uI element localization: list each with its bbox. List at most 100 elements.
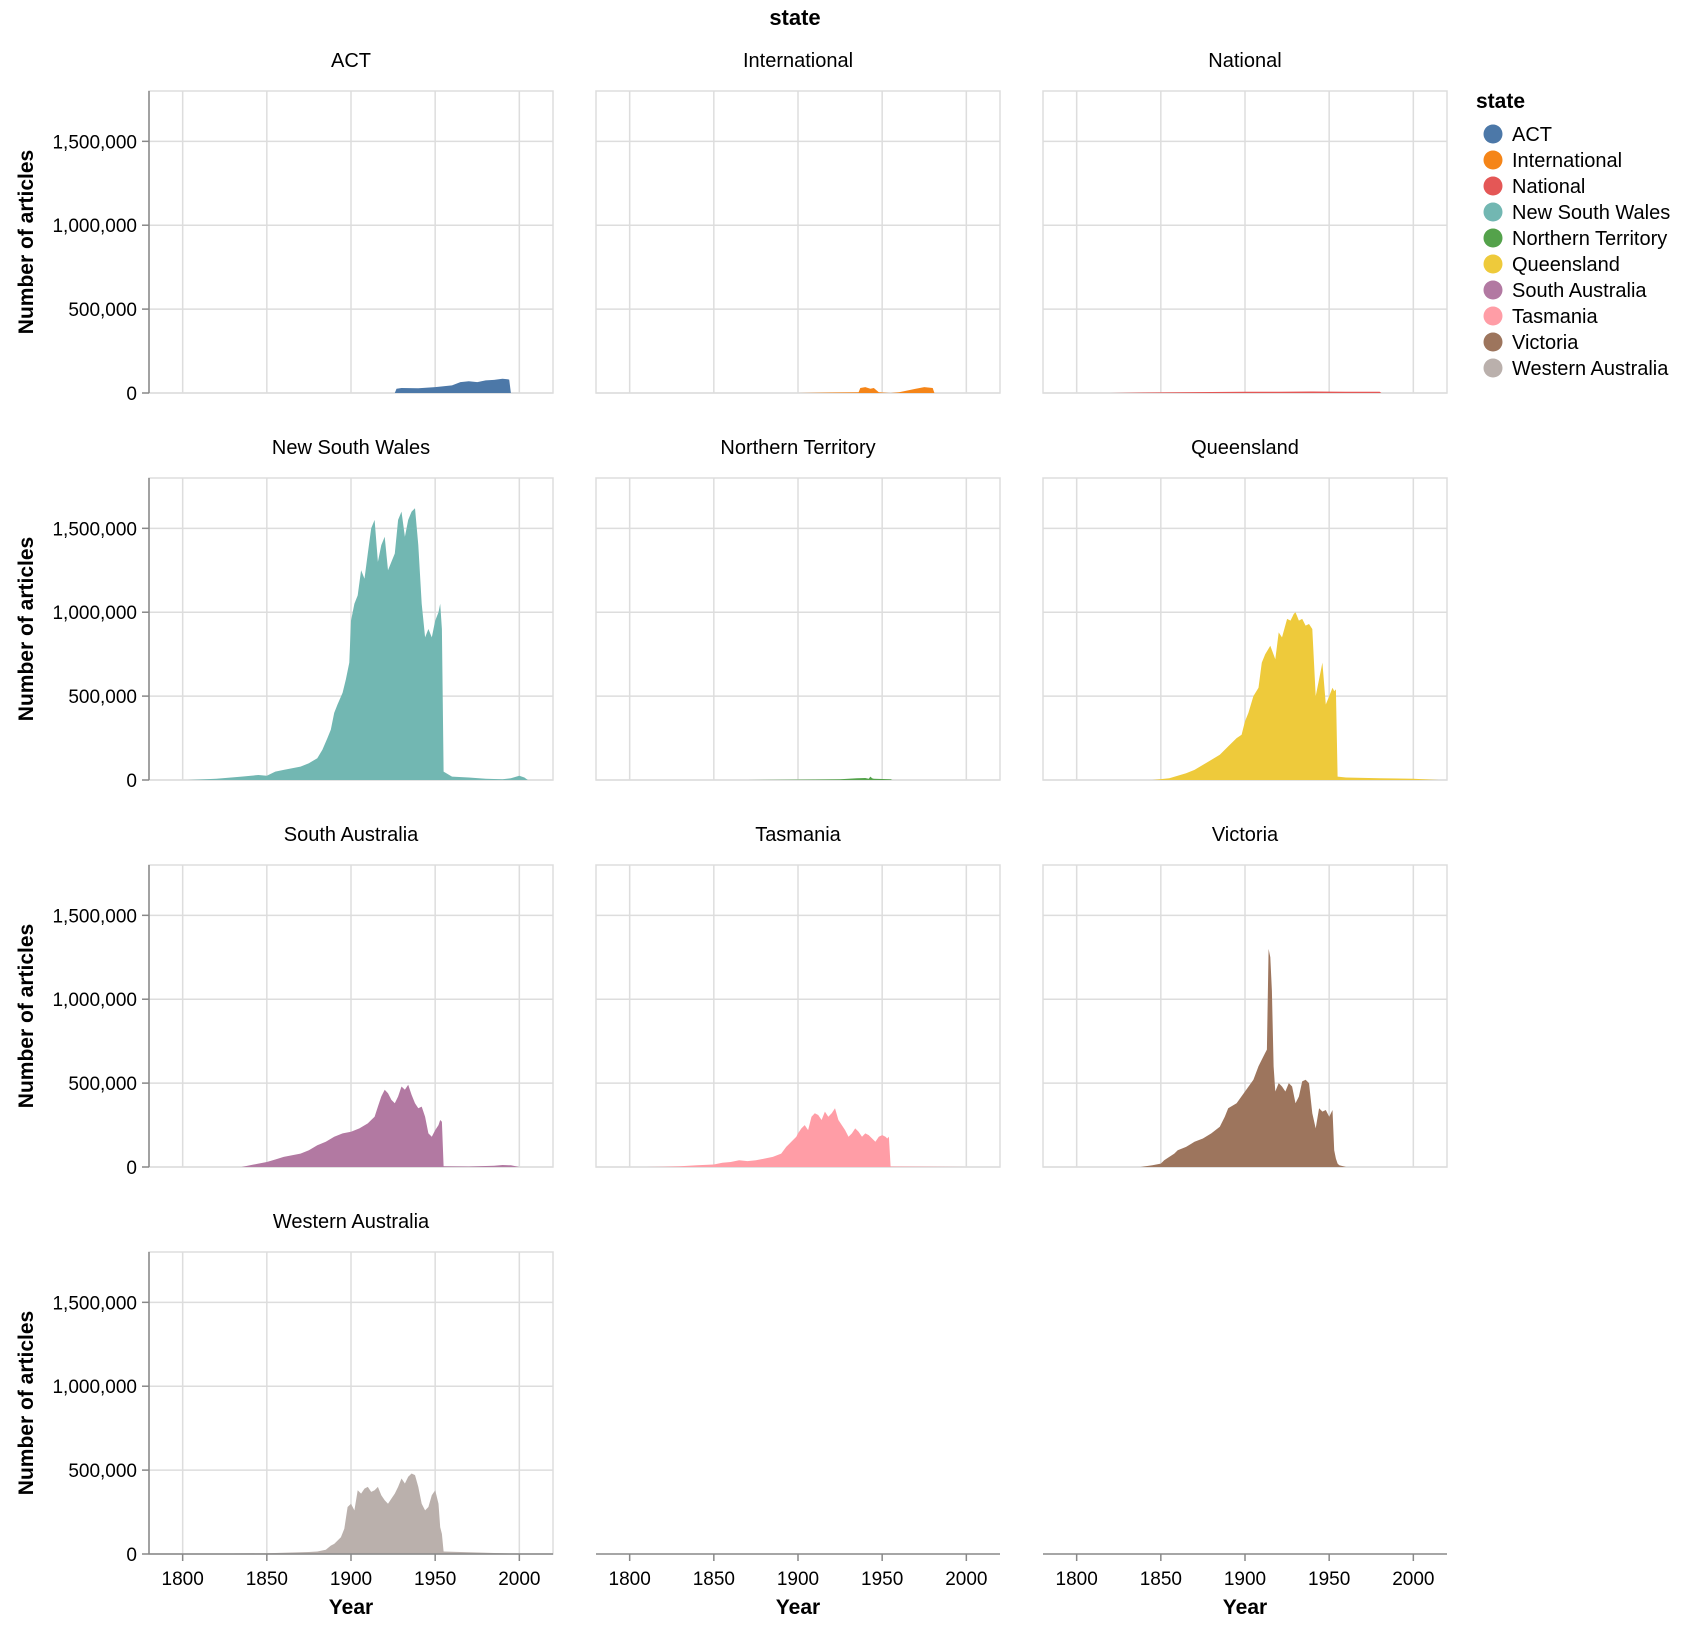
- legend-swatch: [1483, 150, 1503, 170]
- legend-item-tasmania: Tasmania: [1483, 306, 1598, 328]
- legend-label: Northern Territory: [1512, 228, 1667, 250]
- x-axis-title: Year: [1223, 1596, 1267, 1619]
- legend-title: state: [1476, 90, 1525, 113]
- y-tick-label: 500,000: [68, 1461, 137, 1482]
- y-tick-label: 1,000,000: [52, 990, 137, 1011]
- legend-swatch: [1483, 202, 1503, 222]
- y-tick-label: 500,000: [68, 687, 137, 708]
- x-tick-label: 1850: [246, 1569, 288, 1590]
- legend-label: Victoria: [1512, 332, 1579, 354]
- area-international: [798, 387, 935, 393]
- x-tick-label: 1950: [1308, 1569, 1350, 1590]
- legend-label: Queensland: [1512, 254, 1620, 276]
- legend-swatch: [1483, 306, 1503, 326]
- legend-item-western-australia: Western Australia: [1483, 358, 1669, 380]
- y-tick-label: 0: [126, 771, 137, 792]
- x-tick-label: 1800: [1056, 1569, 1098, 1590]
- legend-swatch: [1483, 254, 1503, 274]
- panel-new-south-wales: New South Wales 0 500,000 1,000,000 1,500,00…: [15, 437, 554, 792]
- legend-swatch: [1483, 332, 1503, 352]
- panel-title-national: National: [1208, 50, 1281, 72]
- legend-label: ACT: [1512, 124, 1552, 146]
- area-new-south-wales: [187, 508, 528, 780]
- panel-act: ACT 0 500,000 1,000,000 1,500,000 Number of a…: [15, 50, 554, 405]
- area-northern-territory: [747, 776, 893, 780]
- panel-title-queensland: Queensland: [1191, 437, 1299, 459]
- x-tick-label: 2000: [945, 1569, 987, 1590]
- area-tasmania: [646, 1108, 967, 1167]
- x-tick-label: 1900: [330, 1569, 372, 1590]
- x-tick-label: 2000: [498, 1569, 540, 1590]
- panel-title-victoria: Victoria: [1212, 824, 1279, 846]
- area-western-australia: [149, 1473, 520, 1554]
- legend-label: South Australia: [1512, 280, 1647, 302]
- x-tick-label: 1950: [414, 1569, 456, 1590]
- legend-item-queensland: Queensland: [1483, 254, 1620, 276]
- panel-title-western-australia: Western Australia: [273, 1211, 430, 1233]
- legend-item-south-australia: South Australia: [1483, 280, 1647, 302]
- panel-western-australia: Western Australia 0 500,000 1,000,000 1,500,…: [15, 1211, 554, 1566]
- y-axis-title: Number of articles: [15, 150, 38, 334]
- legend-item-international: International: [1483, 150, 1622, 172]
- panel-northern-territory: Northern Territory: [595, 437, 1001, 781]
- legend-swatch: [1483, 124, 1503, 144]
- x-axis-col-1: 1800 1850 1900 1950 2000 Year: [149, 1553, 553, 1619]
- legend-label: Western Australia: [1512, 358, 1669, 380]
- y-tick-label: 0: [126, 1545, 137, 1566]
- legend-swatch: [1483, 176, 1503, 196]
- y-tick-label: 1,500,000: [52, 906, 137, 927]
- y-tick-label: 0: [126, 1158, 137, 1179]
- panel-south-australia: South Australia 0 500,000 1,000,000 1,500,00…: [15, 824, 554, 1179]
- x-tick-label: 1900: [777, 1569, 819, 1590]
- x-tick-label: 1900: [1224, 1569, 1266, 1590]
- x-tick-label: 1950: [861, 1569, 903, 1590]
- x-tick-label: 1800: [609, 1569, 651, 1590]
- x-tick-label: 2000: [1392, 1569, 1434, 1590]
- y-tick-label: 500,000: [68, 1074, 137, 1095]
- panel-title-international: International: [743, 50, 853, 72]
- y-tick-label: 1,500,000: [52, 1293, 137, 1314]
- panel-title-act: ACT: [331, 50, 371, 72]
- x-tick-label: 1850: [693, 1569, 735, 1590]
- x-tick-label: 1800: [162, 1569, 204, 1590]
- panel-title-tasmania: Tasmania: [755, 824, 841, 846]
- legend-item-northern-territory: Northern Territory: [1483, 228, 1667, 250]
- y-tick-label: 1,000,000: [52, 1377, 137, 1398]
- panel-victoria: Victoria: [1042, 824, 1448, 1168]
- y-tick-label: 1,500,000: [52, 132, 137, 153]
- legend-label: New South Wales: [1512, 202, 1670, 224]
- x-tick-label: 1850: [1140, 1569, 1182, 1590]
- area-south-australia: [241, 1084, 520, 1167]
- panel-title-new-south-wales: New South Wales: [272, 437, 430, 459]
- area-victoria: [1140, 948, 1346, 1167]
- x-axis-title: Year: [329, 1596, 373, 1619]
- y-tick-label: 1,000,000: [52, 216, 137, 237]
- legend-item-national: National: [1483, 176, 1585, 198]
- legend-label: International: [1512, 150, 1622, 172]
- panel-queensland: Queensland: [1042, 437, 1448, 781]
- y-tick-label: 0: [126, 384, 137, 405]
- x-axis-col-3: 1800 1850 1900 1950 2000 Year: [1043, 1553, 1447, 1619]
- panel-title-south-australia: South Australia: [284, 824, 419, 846]
- legend-item-new-south-wales: New South Wales: [1483, 202, 1670, 224]
- area-national: [1110, 391, 1382, 393]
- panel-tasmania: Tasmania: [595, 824, 1001, 1168]
- y-axis-title: Number of articles: [15, 537, 38, 721]
- x-axis-title: Year: [776, 1596, 820, 1619]
- legend: state ACT International National New South …: [1476, 90, 1670, 380]
- y-tick-label: 500,000: [68, 300, 137, 321]
- y-axis-title: Number of articles: [15, 924, 38, 1108]
- legend-item-act: ACT: [1483, 124, 1552, 146]
- legend-label: Tasmania: [1512, 306, 1598, 328]
- legend-swatch: [1483, 358, 1503, 378]
- panel-title-northern-territory: Northern Territory: [720, 437, 875, 459]
- legend-label: National: [1512, 176, 1585, 198]
- y-tick-label: 1,500,000: [52, 519, 137, 540]
- facet-header-title: state: [769, 5, 820, 30]
- legend-swatch: [1483, 228, 1503, 248]
- legend-item-victoria: Victoria: [1483, 332, 1579, 354]
- x-axis-col-2: 1800 1850 1900 1950 2000 Year: [596, 1553, 1000, 1619]
- y-axis-title: Number of articles: [15, 1311, 38, 1495]
- area-act: [394, 378, 511, 393]
